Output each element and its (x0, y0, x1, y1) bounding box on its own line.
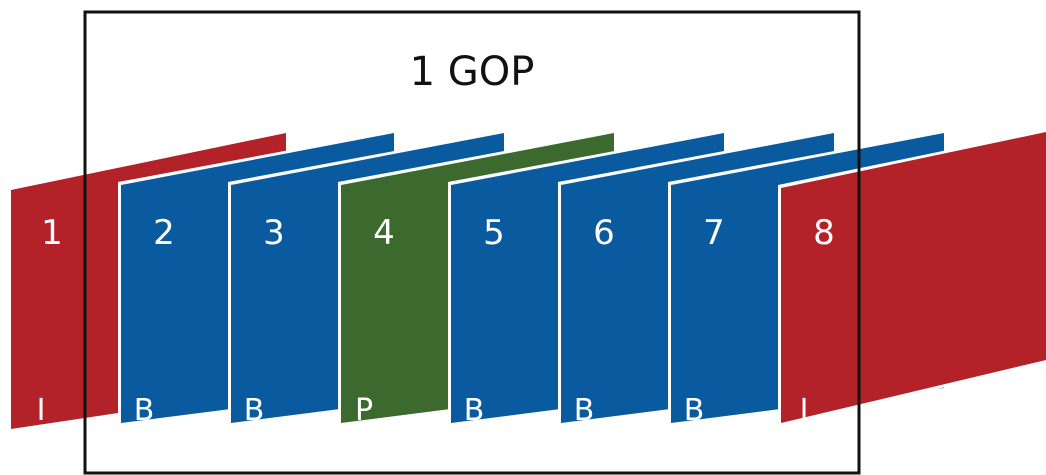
frame-sheet (781, 132, 1046, 423)
frame-8: 8I (778, 129, 1046, 428)
frame-type-label: B (684, 393, 705, 428)
frame-number: 6 (593, 213, 615, 253)
frame-number: 5 (483, 213, 505, 253)
frame-number: 7 (703, 213, 725, 253)
gop-boundary-box (83, 10, 861, 475)
frame-type-label: I (800, 393, 809, 428)
gop-label: 1 GOP (410, 49, 535, 95)
frame-number: 8 (813, 213, 835, 253)
frame-type-label: P (355, 393, 373, 428)
frame-type-label: I (37, 393, 46, 428)
frame-type-label: B (134, 393, 155, 428)
frame-type-label: B (244, 393, 265, 428)
frame-number: 1 (41, 213, 63, 253)
frame-type-label: B (464, 393, 485, 428)
frame-number: 3 (263, 213, 285, 253)
frame-number: 2 (153, 213, 175, 253)
frame-number: 4 (373, 213, 395, 253)
frame-type-label: B (574, 393, 595, 428)
